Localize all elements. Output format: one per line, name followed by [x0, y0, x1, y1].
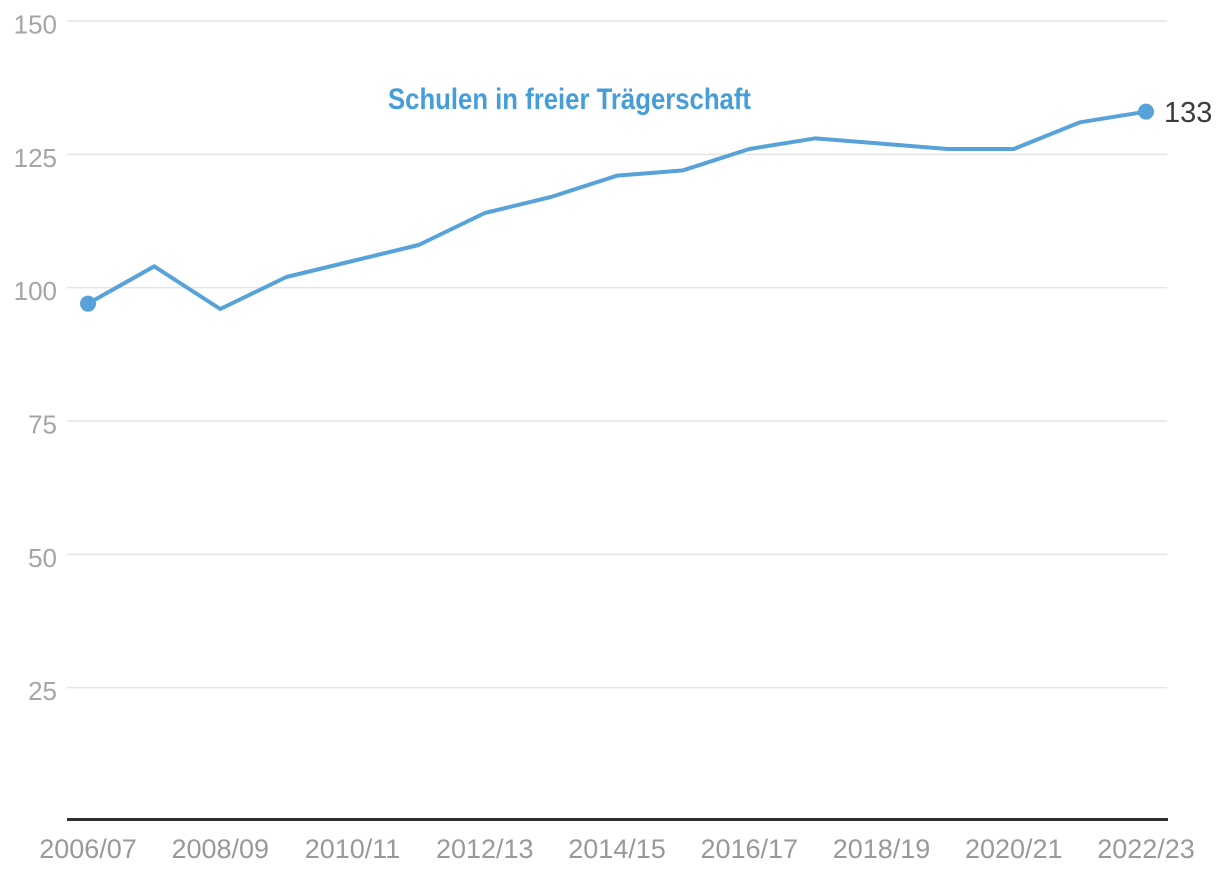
- series-start-point: [80, 295, 96, 312]
- y-tick-label: 25: [28, 676, 57, 706]
- series-label: Schulen in freier Trägerschaft: [388, 83, 751, 116]
- y-tick-label: 50: [28, 543, 57, 573]
- x-axis-tick-labels: 2006/07 2008/09 2010/11 2012/13 2014/15 2016/…: [39, 834, 1195, 864]
- x-tick-label: 2008/09: [171, 834, 269, 864]
- y-tick-label: 75: [28, 410, 57, 440]
- end-value-label: 133: [1164, 97, 1212, 129]
- gridline-group: [67, 20, 1167, 689]
- x-tick-label: 2010/11: [305, 834, 401, 864]
- x-tick-label: 2012/13: [436, 834, 534, 864]
- series-end-point: [1138, 103, 1154, 120]
- data-line: [86, 109, 1148, 311]
- y-axis-tick-labels: 25 50 75 100 125 150: [14, 10, 57, 707]
- x-tick-label: 2006/07: [39, 834, 137, 864]
- x-tick-label: 2020/21: [965, 834, 1063, 864]
- y-tick-label: 150: [14, 10, 57, 40]
- y-tick-label: 100: [14, 276, 57, 306]
- x-tick-label: 2016/17: [700, 834, 798, 864]
- x-tick-label: 2022/23: [1097, 834, 1195, 864]
- x-tick-label: 2014/15: [568, 834, 666, 864]
- y-tick-label: 125: [14, 143, 57, 173]
- x-tick-label: 2018/19: [833, 834, 931, 864]
